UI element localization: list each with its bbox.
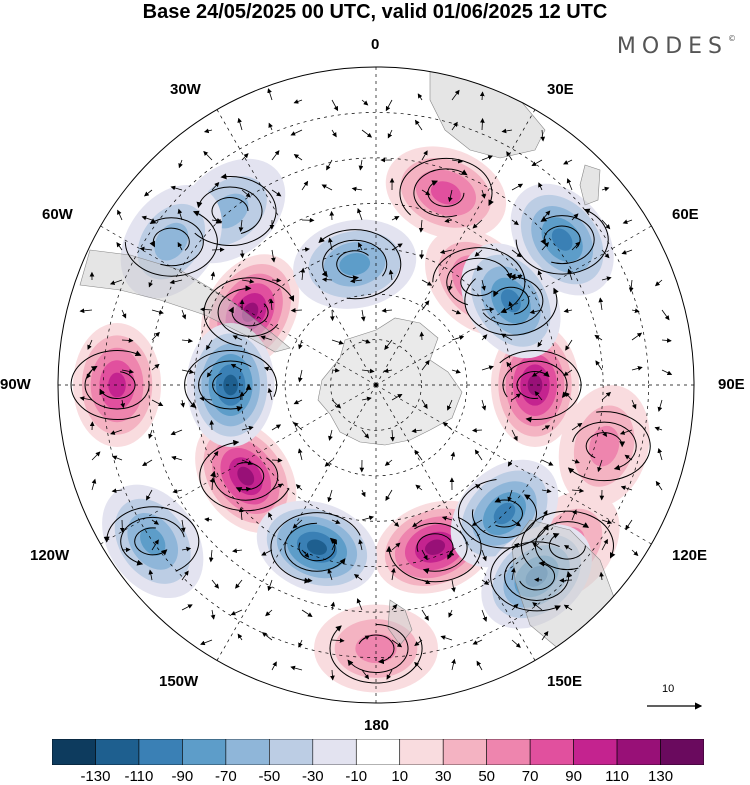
wind-arrow-191 <box>211 421 212 430</box>
colorbar-segment-13 <box>574 739 617 765</box>
colorbar-segment-8 <box>356 739 399 765</box>
colorbar-segment-12 <box>530 739 573 765</box>
wind-arrow-115 <box>332 310 333 320</box>
colorbar-tick-label: -90 <box>164 768 200 785</box>
colorbar-tick-label: 130 <box>643 768 679 785</box>
colorbar-segment-9 <box>400 739 443 765</box>
lon-label-120e: 120E <box>672 547 707 564</box>
colorbar-segment-6 <box>269 739 312 765</box>
colorbar-segment-3 <box>139 739 182 765</box>
colorbar-tick-label: -50 <box>251 768 287 785</box>
colorbar-segment-4 <box>182 739 225 765</box>
colorbar-tick-label: -30 <box>295 768 331 785</box>
colorbar-segment-5 <box>226 739 269 765</box>
lon-label-180: 180 <box>364 717 389 734</box>
colorbar-tick-label: 30 <box>425 768 461 785</box>
colorbar-tick-label: 90 <box>556 768 592 785</box>
colorbar-segment-11 <box>487 739 530 765</box>
colorbar-tick-label: -110 <box>121 768 157 785</box>
positive-anomaly-3-level-6 <box>528 375 543 396</box>
lon-label-0: 0 <box>371 36 379 53</box>
colorbar-tick-label: -130 <box>77 768 113 785</box>
colorbar-segment-7 <box>313 739 356 765</box>
lon-label-150e: 150E <box>547 673 582 690</box>
reference-vector-label: 10 <box>662 683 674 695</box>
colorbar-segment-14 <box>617 739 660 765</box>
wind-arrow-213 <box>272 460 282 461</box>
colorbar-tick-label: 10 <box>382 768 418 785</box>
colorbar <box>52 739 704 765</box>
colorbar-segment-2 <box>95 739 138 765</box>
colorbar-tick-label: -70 <box>208 768 244 785</box>
wind-arrow-200 <box>473 430 482 431</box>
wind-arrow-73 <box>242 250 243 258</box>
lon-label-90w: 90W <box>0 376 31 393</box>
lon-label-90e: 90E <box>718 376 745 393</box>
colorbar-tick-label: -10 <box>338 768 374 785</box>
lon-label-60w: 60W <box>42 206 73 223</box>
south-pole-marker <box>374 383 378 387</box>
lon-label-30e: 30E <box>547 81 574 98</box>
lon-label-120w: 120W <box>30 547 69 564</box>
reference-vector <box>645 684 705 714</box>
lon-label-30w: 30W <box>170 81 201 98</box>
colorbar-segment-10 <box>443 739 486 765</box>
colorbar-tick-label: 110 <box>599 768 635 785</box>
colorbar-segment-15 <box>661 739 704 765</box>
lon-label-150w: 150W <box>159 673 198 690</box>
lon-label-60e: 60E <box>672 206 699 223</box>
colorbar-tick-label: 70 <box>512 768 548 785</box>
colorbar-tick-label: 50 <box>469 768 505 785</box>
colorbar-segment-1 <box>52 739 95 765</box>
